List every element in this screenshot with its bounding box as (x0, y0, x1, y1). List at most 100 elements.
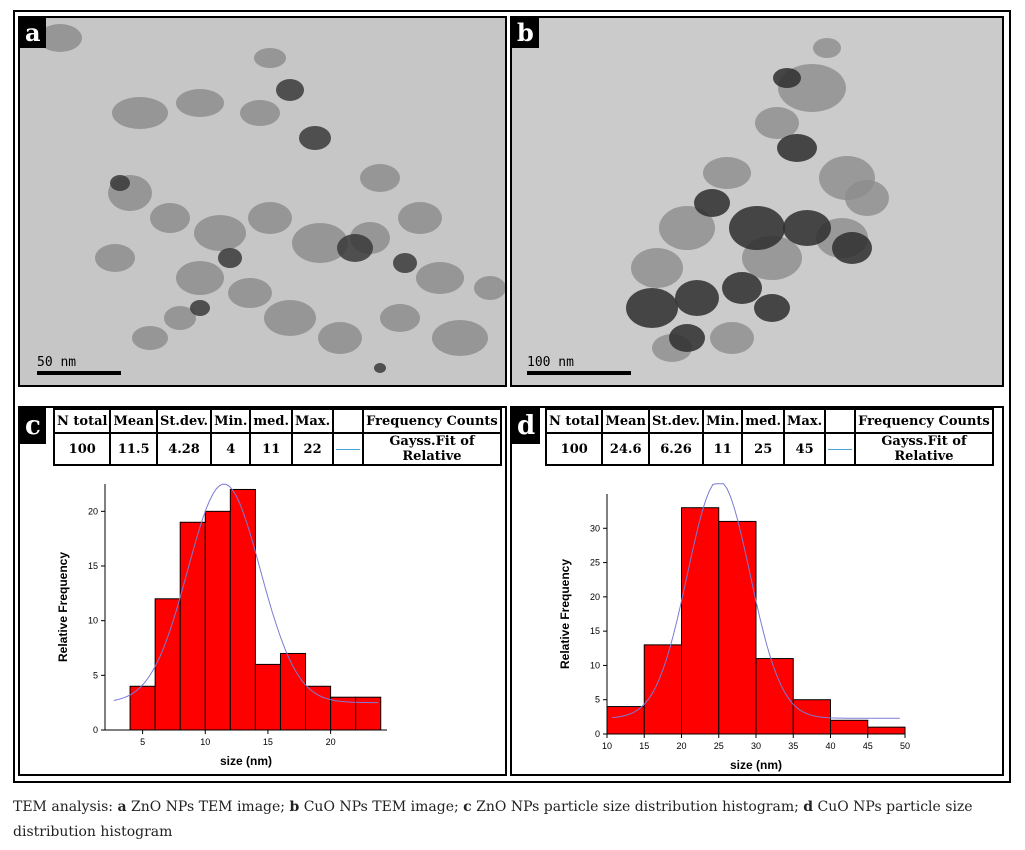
tem-panel-a: a 50 nm (18, 16, 507, 387)
stats-header-mean: Mean (109, 408, 158, 434)
stats-med: 25 (741, 432, 786, 466)
caption-text-a: ZnO NPs TEM image; (131, 799, 286, 815)
figure: a 50 nm b 100 nm (13, 10, 1011, 783)
histogram-bar (830, 719, 869, 735)
y-tick-label: 20 (590, 592, 600, 602)
stats-n-total: 100 (52, 432, 112, 466)
histogram-bar (154, 598, 181, 731)
x-tick-label: 10 (200, 737, 210, 747)
y-axis-label: Relative Frequency (56, 552, 70, 662)
scale-label-b: 100 nm (527, 355, 574, 370)
panel-letter-c: c (20, 408, 46, 444)
y-tick-label: 25 (590, 558, 600, 568)
stats-max: 45 (783, 432, 827, 466)
histogram-chart-c: 5 10 15 20 0 5 10 15 20 size (nm) Relative Frequen… (56, 483, 387, 768)
histogram-bar (279, 652, 307, 731)
stats-header-min: Min. (210, 408, 252, 434)
x-tick-label: 30 (751, 741, 761, 751)
stats-header-stdev: St.dev. (155, 408, 213, 434)
histogram-bar (179, 521, 206, 731)
stats-header-mean: Mean (601, 408, 650, 434)
tem-image-b (512, 18, 1002, 385)
stats-header-blank (824, 408, 857, 434)
x-tick-label: 5 (140, 737, 145, 747)
stats-header-min: Min. (702, 408, 744, 434)
panel-letter-b: b (512, 18, 539, 48)
histogram-chart-d: 10 15 20 25 30 35 40 45 50 0 5 10 15 20 25 30 size (nm) R… (558, 483, 910, 772)
stats-mean: 11.5 (109, 432, 158, 466)
y-tick-label: 10 (590, 660, 600, 670)
histogram-bar (681, 507, 720, 735)
y-tick-label: 5 (93, 670, 98, 680)
stats-header-max: Max. (291, 408, 335, 434)
stats-header-blank (332, 408, 365, 434)
stats-header-n-total: N total (52, 408, 112, 434)
tem-panel-b: b 100 nm (510, 16, 1004, 387)
x-tick-label: 15 (263, 737, 273, 747)
panel-letter-a: a (20, 18, 46, 48)
scale-label-a: 50 nm (37, 355, 77, 370)
stats-max: 22 (291, 432, 335, 466)
stats-header-med: med. (741, 408, 786, 434)
caption-text-b: CuO NPs TEM image; (303, 799, 459, 815)
histogram-bar (229, 488, 256, 731)
scale-bar-b (527, 371, 631, 375)
legend-line-swatch (824, 432, 857, 466)
stats-table-c: N total Mean St.dev. Min. med. Max. Freq… (52, 408, 502, 466)
stats-header-stdev: St.dev. (647, 408, 705, 434)
fit-label: Gayss.Fit of Relative (854, 432, 994, 466)
y-tick-label: 0 (93, 725, 98, 735)
gauss-fit-curve (113, 483, 379, 704)
caption-prefix: TEM analysis: (13, 799, 114, 815)
stats-table-d: N total Mean St.dev. Min. med. Max. Freq… (544, 408, 994, 466)
x-tick-label: 25 (714, 741, 724, 751)
stats-header-frequency-counts: Frequency Counts (854, 408, 994, 434)
x-tick-label: 10 (602, 741, 612, 751)
caption-letter-a: a (117, 799, 127, 815)
stats-header-med: med. (249, 408, 294, 434)
figure-caption: TEM analysis: a ZnO NPs TEM image; b CuO… (13, 795, 1013, 845)
histogram-bar (204, 510, 231, 731)
caption-letter-b: b (289, 799, 300, 815)
fit-label: Gayss.Fit of Relative (362, 432, 502, 466)
histogram-panel-d: d N total Mean St.dev. Min. med. Max. Fr… (510, 406, 1004, 776)
stats-n-total: 100 (544, 432, 604, 466)
y-tick-label: 20 (88, 506, 98, 516)
x-tick-label: 45 (863, 741, 873, 751)
histogram-bar (305, 685, 332, 731)
stats-stdev: 4.28 (155, 432, 213, 466)
y-tick-label: 10 (88, 616, 98, 626)
x-axis-label: size (nm) (730, 758, 782, 772)
stats-mean: 24.6 (601, 432, 650, 466)
caption-letter-c: c (463, 799, 472, 815)
tem-image-a (20, 18, 505, 385)
x-axis-label: size (nm) (220, 754, 272, 768)
stats-header-n-total: N total (544, 408, 604, 434)
stats-stdev: 6.26 (647, 432, 705, 466)
stats-min: 11 (702, 432, 744, 466)
histogram-bar (606, 706, 645, 735)
x-tick-label: 20 (326, 737, 336, 747)
histogram-bar (643, 644, 682, 735)
x-tick-label: 35 (788, 741, 798, 751)
histogram-panel-c: c N total Mean St.dev. Min. med. Max. Fr… (18, 406, 507, 776)
x-tick-label: 15 (639, 741, 649, 751)
caption-text-c: ZnO NPs particle size distribution histo… (476, 799, 799, 815)
y-tick-label: 15 (590, 626, 600, 636)
stats-header-frequency-counts: Frequency Counts (362, 408, 502, 434)
y-tick-label: 15 (88, 561, 98, 571)
y-axis-label: Relative Frequency (558, 559, 572, 669)
y-tick-label: 0 (595, 729, 600, 739)
y-tick-label: 30 (590, 523, 600, 533)
stats-med: 11 (249, 432, 294, 466)
histogram-bar (254, 663, 281, 731)
x-tick-label: 20 (676, 741, 686, 751)
legend-line-swatch (332, 432, 365, 466)
histogram-bar (718, 520, 757, 735)
caption-text-d: CuO NPs particle size distribution histo… (13, 799, 973, 840)
caption-letter-d: d (803, 799, 814, 815)
gauss-fit-curve (612, 483, 900, 719)
x-tick-label: 50 (900, 741, 910, 751)
y-tick-label: 5 (595, 695, 600, 705)
stats-min: 4 (210, 432, 252, 466)
